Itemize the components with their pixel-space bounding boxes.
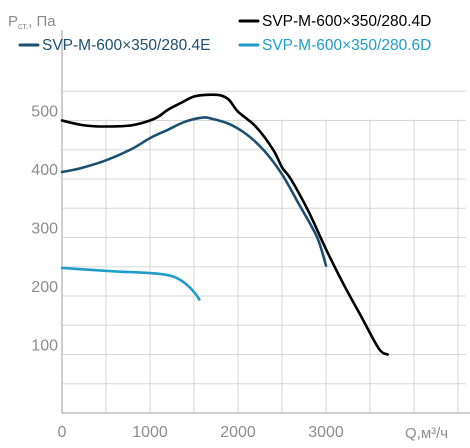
y-tick-label: 400 xyxy=(31,162,58,179)
y-tick-label: 200 xyxy=(31,279,58,296)
legend-item-svp-6d: SVP-M-600×350/280.6D xyxy=(238,37,431,54)
y-tick-label: 500 xyxy=(31,104,58,121)
x-tick-label: 1000 xyxy=(132,424,168,441)
x-tick-label: 2000 xyxy=(220,424,256,441)
series-line-svp-4d xyxy=(60,93,389,356)
y-tick-label: 300 xyxy=(31,221,58,238)
x-tick-label: 0 xyxy=(58,424,67,441)
series-line-svp-4e xyxy=(60,116,328,267)
y-axis-title-main: P xyxy=(8,13,18,30)
y-axis-title-unit: , Па xyxy=(28,13,56,30)
y-tick-label: 100 xyxy=(31,338,58,355)
x-axis-title: Q,м³/ч xyxy=(405,425,448,442)
legend: SVP-M-600×350/280.4D SVP-M-600×350/280.4E… xyxy=(18,13,431,54)
series-line-svp-6d xyxy=(60,266,201,301)
legend-item-svp-4e: SVP-M-600×350/280.4E xyxy=(18,37,210,54)
legend-label: SVP-M-600×350/280.6D xyxy=(262,37,431,54)
grid xyxy=(62,90,466,413)
axes xyxy=(61,30,470,414)
legend-label: SVP-M-600×350/280.4E xyxy=(42,37,210,54)
y-axis-title: Pст., Па xyxy=(8,13,56,31)
legend-label: SVP-M-600×350/280.4D xyxy=(262,13,431,30)
legend-item-svp-4d: SVP-M-600×350/280.4D xyxy=(238,13,431,30)
tick-labels: 0 1000 2000 3000 100 200 300 400 500 xyxy=(31,104,344,442)
series-lines xyxy=(60,93,389,356)
y-axis-title-sub: ст. xyxy=(18,21,28,31)
x-tick-label: 3000 xyxy=(308,424,344,441)
